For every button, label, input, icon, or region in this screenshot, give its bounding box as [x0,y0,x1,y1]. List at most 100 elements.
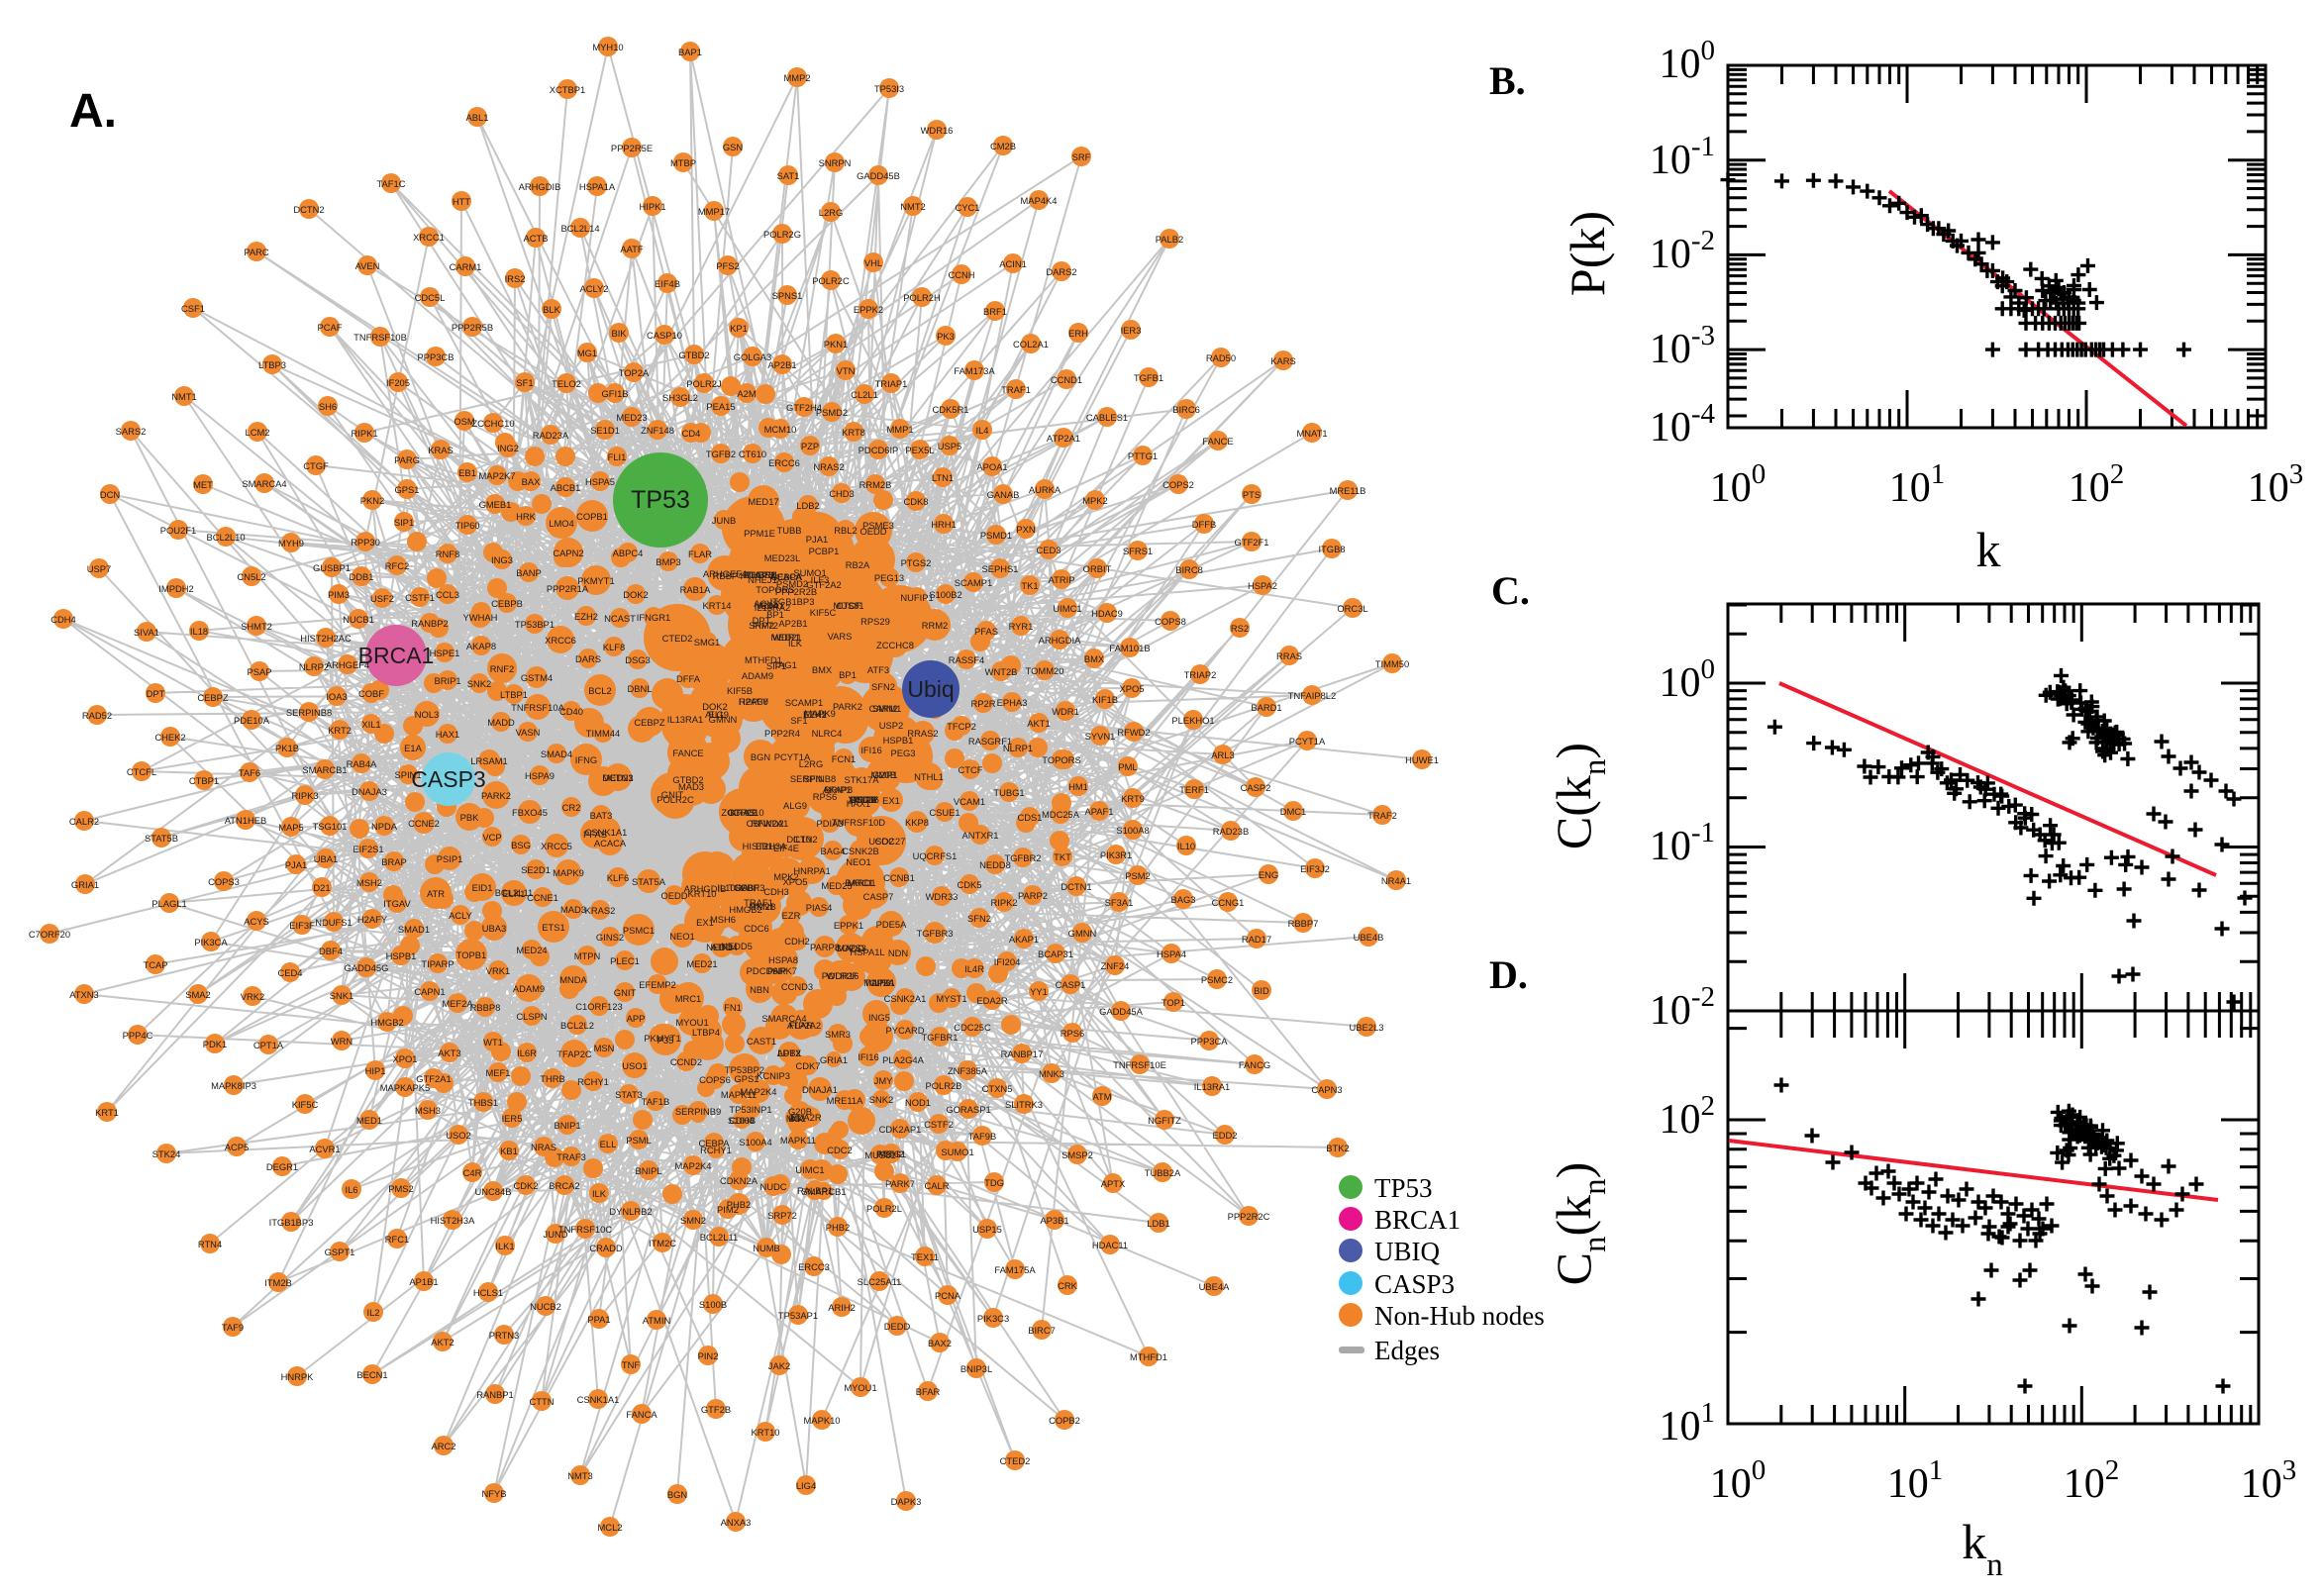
svg-text:TP53BP2: TP53BP2 [725,1064,764,1075]
svg-text:TRAF1: TRAF1 [744,897,773,908]
svg-text:ARIH2: ARIH2 [828,1302,856,1313]
svg-text:NUDC: NUDC [759,1181,786,1192]
svg-text:GFI1B: GFI1B [601,388,628,399]
svg-text:HSPA1A: HSPA1A [579,181,616,192]
svg-text:CCND3: CCND3 [781,981,813,992]
svg-text:THBS1: THBS1 [468,1097,498,1108]
svg-text:S100B: S100B [728,1115,756,1126]
svg-text:CHEK2: CHEK2 [154,732,185,743]
svg-text:VTN: VTN [837,365,856,376]
svg-text:ACACA: ACACA [594,838,627,848]
svg-text:USO2: USO2 [446,1130,471,1141]
svg-text:DDB1: DDB1 [349,571,373,582]
svg-text:RAD50: RAD50 [1206,352,1236,363]
svg-text:RRAS2: RRAS2 [907,728,938,739]
svg-text:CDH3: CDH3 [763,886,789,897]
svg-text:SERPINB9: SERPINB9 [675,1106,721,1117]
svg-text:ATP2A1: ATP2A1 [1047,433,1080,444]
svg-text:BRAP: BRAP [381,856,407,867]
svg-text:PSML: PSML [626,1135,652,1146]
svg-text:COBF: COBF [734,882,759,893]
svg-text:FN1: FN1 [724,1002,742,1013]
svg-text:TUBB: TUBB [776,525,801,536]
svg-text:WNT2B: WNT2B [985,666,1018,677]
svg-text:RPP30: RPP30 [739,696,768,707]
svg-text:ITM2B: ITM2B [749,901,776,912]
svg-text:CDH2: CDH2 [784,936,810,947]
svg-text:EDD2: EDD2 [1212,1130,1237,1141]
svg-text:LCM2: LCM2 [245,427,269,438]
svg-text:HSPA4: HSPA4 [1157,948,1186,959]
svg-text:IL13RA1: IL13RA1 [1194,1081,1230,1092]
svg-text:IOA3: IOA3 [326,691,347,702]
svg-text:RRAS: RRAS [1276,650,1302,661]
svg-text:SEPHS1: SEPHS1 [982,563,1019,574]
svg-text:CCNE1: CCNE1 [527,892,558,903]
svg-text:GRIA1: GRIA1 [820,1054,848,1065]
svg-text:JMY: JMY [874,1075,893,1086]
svg-text:VCP: VCP [482,832,501,843]
svg-text:PFAS: PFAS [583,829,607,840]
svg-text:PMS2: PMS2 [388,1183,414,1194]
svg-text:TOPB1: TOPB1 [456,949,487,960]
svg-text:CAPN3: CAPN3 [1311,1084,1342,1095]
svg-text:BLK: BLK [543,304,560,315]
svg-text:SMARCB1: SMARCB1 [302,764,347,775]
svg-text:CCNB1: CCNB1 [883,872,915,883]
svg-text:SUMO1: SUMO1 [941,1147,973,1157]
svg-text:POLR2J: POLR2J [686,378,721,389]
svg-text:SMSP2: SMSP2 [1061,1149,1093,1160]
svg-text:RANBP1: RANBP1 [476,1389,514,1400]
svg-text:CTGF: CTGF [303,460,329,471]
svg-text:ARHGDIB: ARHGDIB [519,181,561,192]
svg-text:S100B: S100B [699,1299,727,1310]
svg-text:ELL: ELL [709,709,726,720]
svg-text:PK1B: PK1B [275,743,299,753]
svg-text:SH3GL2: SH3GL2 [662,392,698,403]
svg-text:RCHY1: RCHY1 [577,1076,609,1087]
svg-text:RFC2: RFC2 [385,560,409,571]
svg-text:ACP5: ACP5 [225,1142,250,1152]
svg-text:KIF5B: KIF5B [727,685,753,696]
svg-text:S100B2: S100B2 [929,589,961,600]
svg-text:A.: A. [69,85,117,138]
svg-text:NMT2: NMT2 [900,201,926,212]
svg-text:DEGR1: DEGR1 [266,1161,298,1172]
svg-text:EIF4B: EIF4B [655,278,680,289]
svg-text:DARS2: DARS2 [1046,266,1076,277]
svg-text:MAP2K4: MAP2K4 [741,1086,777,1097]
svg-text:ABCB1: ABCB1 [551,482,581,493]
svg-text:PKMYT1: PKMYT1 [577,575,615,586]
svg-text:PLEC1: PLEC1 [610,955,640,966]
svg-text:RBL2: RBL2 [834,525,857,536]
svg-text:L2RG: L2RG [819,207,844,218]
svg-text:BMX: BMX [1084,653,1105,664]
svg-text:LDB1: LDB1 [1147,1218,1169,1229]
svg-text:AP3B1: AP3B1 [1040,1215,1068,1226]
svg-text:MED21: MED21 [770,632,801,643]
svg-text:ACVR1: ACVR1 [309,1144,340,1154]
svg-text:ACACA: ACACA [770,571,803,582]
svg-text:NHEJ1: NHEJ1 [748,574,777,585]
svg-text:PFS2: PFS2 [716,260,739,271]
svg-text:NEDD4: NEDD4 [706,942,738,952]
svg-text:BTK2: BTK2 [1326,1143,1349,1153]
svg-text:EX1: EX1 [696,917,714,928]
svg-text:GADD45B: GADD45B [857,170,900,181]
svg-text:WDR1: WDR1 [772,632,800,643]
svg-text:RALBP1: RALBP1 [797,1185,833,1196]
svg-text:CDK5: CDK5 [957,879,981,890]
svg-text:ITGB8: ITGB8 [1318,544,1345,554]
svg-text:KARS: KARS [1270,355,1296,366]
svg-text:MED21: MED21 [686,958,717,969]
svg-text:CCNG1: CCNG1 [1212,897,1245,908]
svg-text:VCAM1: VCAM1 [954,796,985,807]
svg-text:MED23L: MED23L [764,552,800,563]
svg-text:BCAP31: BCAP31 [743,569,778,580]
svg-text:ADAM9: ADAM9 [742,670,773,681]
svg-text:SRF: SRF [1072,151,1091,162]
svg-text:SMARCB1: SMARCB1 [801,1186,846,1197]
svg-text:COPB2: COPB2 [1049,1415,1080,1426]
svg-text:TRAF1: TRAF1 [1001,384,1031,395]
svg-text:ERCC6: ERCC6 [768,457,800,468]
